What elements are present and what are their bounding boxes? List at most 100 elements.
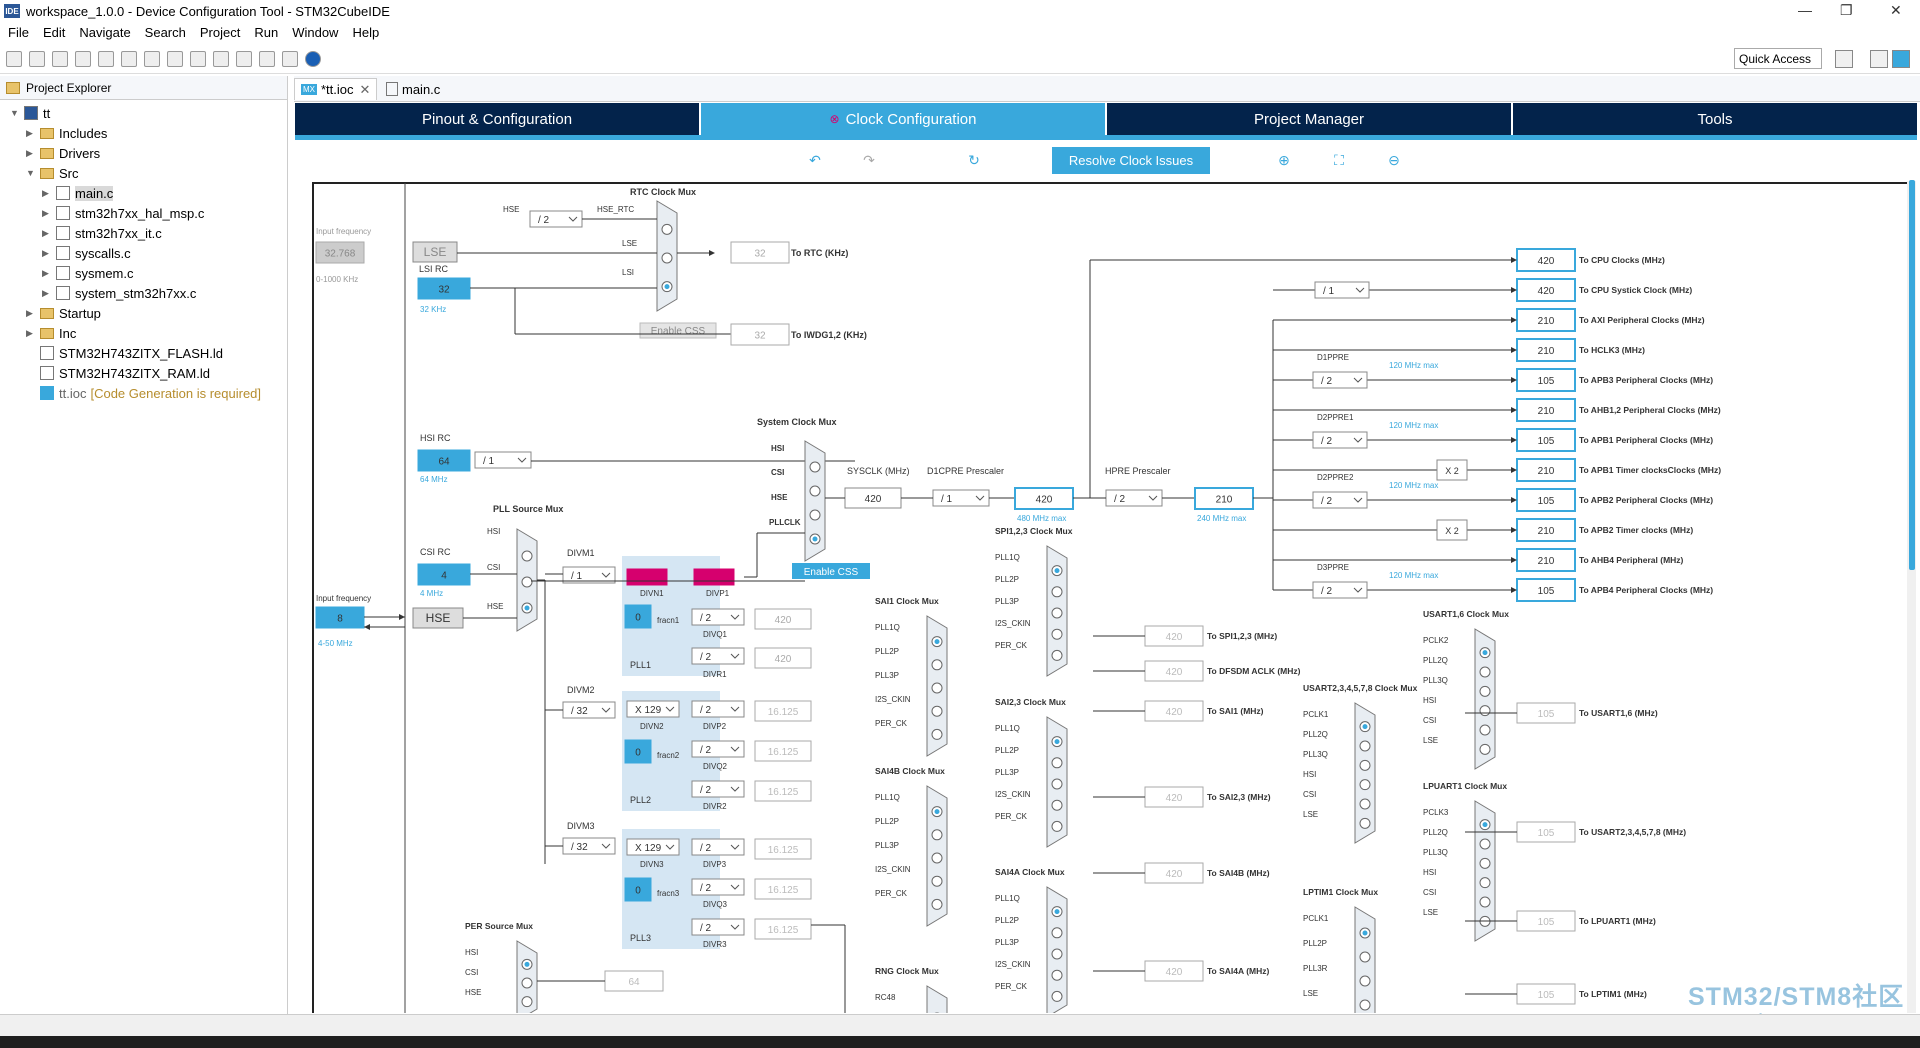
divp1-select[interactable] [693, 568, 735, 586]
mux-radio[interactable] [1479, 685, 1491, 697]
mux-radio[interactable] [1479, 877, 1491, 889]
mux-radio[interactable] [931, 705, 943, 717]
mux-radio[interactable] [931, 875, 943, 887]
divq1-select[interactable] [691, 608, 745, 626]
tab-main-c[interactable]: main.c [380, 78, 446, 100]
hsi-divider[interactable] [474, 451, 532, 469]
divq3-select[interactable] [691, 878, 745, 896]
mux-radio[interactable] [931, 829, 943, 841]
apb-prescaler-select[interactable] [1312, 491, 1368, 509]
mux-radio[interactable] [1359, 975, 1371, 987]
chevron-right-icon[interactable]: ▶ [42, 287, 49, 298]
systick-divider[interactable] [1314, 281, 1370, 299]
chevron-right-icon[interactable]: ▶ [42, 247, 49, 258]
mux-radio[interactable] [1051, 628, 1063, 640]
mux-radio[interactable] [1359, 779, 1371, 791]
mux-radio[interactable] [1479, 666, 1491, 678]
menu-project[interactable]: Project [199, 24, 241, 40]
divq2-select[interactable] [691, 740, 745, 758]
menu-help[interactable]: Help [352, 24, 380, 40]
vertical-scrollbar-thumb[interactable] [1909, 180, 1915, 570]
undo-icon[interactable]: ↶ [809, 152, 821, 168]
next-annotation-icon[interactable] [213, 50, 229, 67]
mux-radio[interactable] [1051, 948, 1063, 960]
mux-radio[interactable] [661, 223, 673, 235]
chevron-right-icon[interactable]: ▶ [26, 307, 33, 318]
tree-item[interactable]: STM32H743ZITX_FLASH.ld [26, 344, 223, 362]
tree-item[interactable]: ▶ stm32h7xx_hal_msp.c [42, 204, 204, 222]
tab-pinout[interactable]: Pinout & Configuration [295, 103, 699, 135]
mux-radio[interactable] [1479, 857, 1491, 869]
mux-radio[interactable] [661, 252, 673, 264]
tree-item[interactable]: ▶ Startup [26, 304, 101, 322]
debug-icon[interactable] [144, 50, 160, 67]
mux-radio[interactable] [1479, 838, 1491, 850]
tree-item[interactable]: ▶ main.c [42, 184, 114, 202]
mux-radio[interactable] [809, 485, 821, 497]
chevron-right-icon[interactable]: ▶ [42, 267, 49, 278]
mux-radio[interactable] [931, 728, 943, 740]
close-button[interactable]: ✕ [1890, 2, 1902, 18]
mux-radio[interactable] [931, 898, 943, 910]
tree-item[interactable]: ▶ system_stm32h7xx.c [42, 284, 196, 302]
tree-item[interactable]: ▶ Drivers [26, 144, 100, 162]
chevron-right-icon[interactable]: ▶ [42, 227, 49, 238]
forward-icon[interactable] [282, 50, 298, 67]
menu-run[interactable]: Run [254, 24, 279, 40]
menu-edit[interactable]: Edit [42, 24, 66, 40]
minimize-button[interactable]: — [1798, 2, 1812, 18]
quick-access-input[interactable]: Quick Access [1734, 48, 1822, 69]
tree-item[interactable]: tt.ioc [Code Generation is required] [26, 384, 261, 402]
build-config-icon[interactable] [75, 50, 91, 67]
tab-project-manager[interactable]: Project Manager [1107, 103, 1511, 135]
enable-css-sys-button[interactable] [792, 563, 870, 579]
build-all-icon[interactable] [121, 50, 137, 67]
fit-icon[interactable]: ⛶ [1334, 152, 1344, 168]
chevron-right-icon[interactable]: ▶ [42, 187, 49, 198]
divp2-select[interactable] [691, 700, 745, 718]
lse-frequency-input[interactable] [315, 241, 365, 264]
maximize-button[interactable]: ❐ [1840, 2, 1853, 18]
apb-prescaler-select[interactable] [1312, 431, 1368, 449]
mux-radio[interactable] [521, 977, 533, 989]
tree-item[interactable]: ▶ Inc [26, 324, 76, 342]
tab-tt-ioc[interactable]: MX *tt.ioc ✕ [294, 78, 378, 100]
mux-radio[interactable] [1051, 927, 1063, 939]
mux-radio[interactable] [931, 852, 943, 864]
info-icon[interactable] [305, 50, 321, 67]
divr1-select[interactable] [691, 647, 745, 665]
mux-radio[interactable] [1359, 740, 1371, 752]
apb-prescaler-select[interactable] [1312, 371, 1368, 389]
mux-radio[interactable] [809, 461, 821, 473]
save-icon[interactable] [29, 50, 45, 67]
mux-radio[interactable] [1051, 778, 1063, 790]
tree-item[interactable]: ▶ stm32h7xx_it.c [42, 224, 162, 242]
open-perspective-icon[interactable] [1835, 50, 1853, 68]
mux-radio[interactable] [1479, 743, 1491, 755]
vertical-scrollbar[interactable] [1907, 181, 1916, 1013]
divn1-select[interactable] [626, 568, 668, 586]
mux-radio[interactable] [521, 576, 533, 588]
tab-clock-configuration[interactable]: ⊗ Clock Configuration [701, 103, 1105, 135]
menu-window[interactable]: Window [292, 24, 339, 40]
apb-prescaler-select[interactable] [1312, 581, 1368, 599]
mux-radio[interactable] [1479, 896, 1491, 908]
mux-radio[interactable] [1359, 759, 1371, 771]
mux-radio[interactable] [1051, 990, 1063, 1002]
back-icon[interactable] [259, 50, 275, 67]
chevron-right-icon[interactable]: ▶ [26, 147, 33, 158]
tree-item[interactable]: ▶ sysmem.c [42, 264, 134, 282]
redo-icon[interactable]: ↷ [863, 152, 875, 168]
chevron-right-icon[interactable]: ▶ [26, 327, 33, 338]
mx-perspective-icon[interactable] [1892, 50, 1910, 68]
mux-radio[interactable] [1051, 820, 1063, 832]
mux-radio[interactable] [1359, 817, 1371, 829]
mux-radio[interactable] [1359, 999, 1371, 1011]
close-tab-icon[interactable]: ✕ [359, 81, 371, 97]
mux-radio[interactable] [1051, 649, 1063, 661]
tab-tools[interactable]: Tools [1513, 103, 1917, 135]
mux-radio[interactable] [931, 659, 943, 671]
mux-radio[interactable] [1359, 798, 1371, 810]
resolve-clock-issues-button[interactable]: Resolve Clock Issues [1052, 147, 1210, 174]
save-all-icon[interactable] [52, 50, 68, 67]
